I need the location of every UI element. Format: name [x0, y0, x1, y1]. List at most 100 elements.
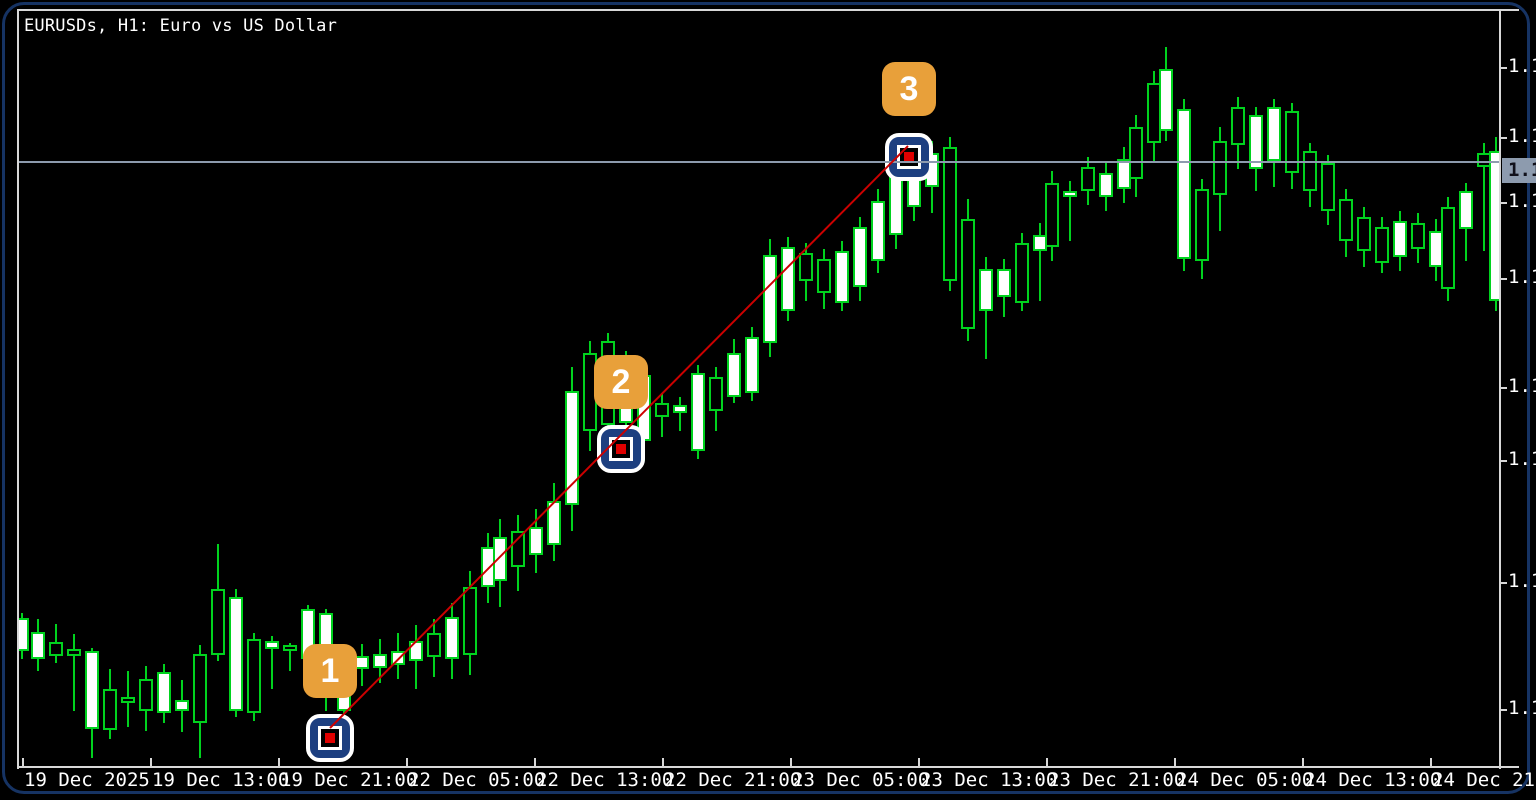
candle-body — [1321, 163, 1335, 211]
candle-body — [193, 654, 207, 723]
price-tick-label: 1.1 — [1508, 375, 1536, 397]
candle-body — [139, 679, 153, 711]
price-tick-mark — [1501, 202, 1507, 204]
time-tick-mark — [1430, 758, 1432, 766]
price-tick: 1.1 — [1499, 698, 1536, 719]
candle-body — [1357, 217, 1371, 251]
time-tick-label: 23 Dec 13:00 — [920, 769, 1058, 791]
time-tick-mark — [406, 758, 408, 766]
candle-body — [1213, 141, 1227, 195]
marker-target-icon-2[interactable] — [597, 425, 645, 473]
candle-body — [1393, 221, 1407, 257]
candle-body — [1411, 223, 1425, 249]
time-tick-mark — [662, 758, 664, 766]
time-tick-mark — [278, 758, 280, 766]
time-tick-mark — [1174, 758, 1176, 766]
candle-body — [871, 201, 885, 261]
candle-body — [1489, 151, 1500, 301]
candle-body — [1303, 151, 1317, 191]
candle-body — [853, 227, 867, 287]
candle-body — [49, 642, 63, 656]
price-tick-mark — [1501, 387, 1507, 389]
candle-body — [1375, 227, 1389, 263]
candle-body — [709, 377, 723, 411]
candle-body — [373, 654, 387, 668]
price-tick-mark — [1501, 137, 1507, 139]
marker-center-dot — [616, 444, 626, 454]
candle-body — [1159, 69, 1173, 131]
marker-badge-3[interactable]: 3 — [882, 62, 936, 116]
price-axis[interactable]: 1.1 1.1 1.1 1.1 1.1 1.1 1.1 1.1 1.1 — [1499, 9, 1536, 769]
price-tick-mark — [1501, 460, 1507, 462]
time-tick-label: 19 Dec 2025 — [24, 769, 150, 791]
time-tick-label: 23 Dec 05:00 — [792, 769, 930, 791]
time-tick-label: 24 Dec 21:00 — [1432, 769, 1536, 791]
candle-body — [409, 641, 423, 661]
marker-target-icon-3[interactable] — [885, 133, 933, 181]
time-tick-mark — [150, 758, 152, 766]
price-tick-label: 1.1 — [1508, 697, 1536, 719]
time-tick-label: 22 Dec 13:00 — [536, 769, 674, 791]
candle-body — [727, 353, 741, 397]
current-price-tag: 1.1 — [1502, 158, 1536, 183]
candle-body — [1285, 111, 1299, 173]
candle-body — [1063, 191, 1077, 197]
marker-badge-1[interactable]: 1 — [303, 644, 357, 698]
candle-body — [1195, 189, 1209, 261]
time-tick-mark — [918, 758, 920, 766]
marker-target-icon-1[interactable] — [306, 714, 354, 762]
candle-body — [547, 501, 561, 545]
candle-body — [1267, 107, 1281, 161]
candle-body — [85, 651, 99, 729]
candle-wick — [1483, 143, 1485, 251]
chart-plot-area[interactable]: 1 2 3 — [19, 11, 1500, 766]
candle-body — [1339, 199, 1353, 241]
time-tick-label: 23 Dec 21:00 — [1048, 769, 1186, 791]
page-title: EURUSDs, H1: Euro vs US Dollar — [24, 16, 338, 36]
candle-body — [655, 403, 669, 417]
candle-body — [247, 639, 261, 713]
candle-body — [229, 597, 243, 711]
time-tick-mark — [534, 758, 536, 766]
candle-body — [1015, 243, 1029, 303]
candle-body — [799, 253, 813, 281]
marker-center-dot — [904, 152, 914, 162]
price-tick-label: 1.1 — [1508, 55, 1536, 77]
candle-body — [463, 587, 477, 655]
time-axis-line — [17, 766, 1519, 768]
time-tick-label: 24 Dec 05:00 — [1176, 769, 1314, 791]
candle-body — [31, 632, 45, 659]
candle-body — [1099, 173, 1113, 197]
price-tick-label: 1.1 — [1508, 266, 1536, 288]
candle-body — [175, 700, 189, 711]
candle-body — [121, 697, 135, 703]
time-tick-label: 19 Dec 21:00 — [280, 769, 418, 791]
candle-body — [1231, 107, 1245, 145]
candle-wick — [1039, 223, 1041, 301]
price-tick-label: 1.1 — [1508, 190, 1536, 212]
candle-body — [391, 651, 405, 665]
candle-body — [445, 617, 459, 659]
candle-wick — [1069, 181, 1071, 241]
candle-body — [67, 649, 81, 656]
candle-body — [817, 259, 831, 293]
candle-body — [427, 633, 441, 657]
candle-body — [1249, 115, 1263, 169]
candle-body — [781, 247, 795, 311]
time-tick-mark — [22, 758, 24, 766]
marker-badge-2[interactable]: 2 — [594, 355, 648, 409]
time-axis[interactable]: 19 Dec 2025 19 Dec 13:00 19 Dec 21:00 22 De… — [17, 758, 1536, 798]
price-tick-label: 1.1 — [1508, 570, 1536, 592]
candle-body — [565, 391, 579, 505]
time-tick-mark — [1302, 758, 1304, 766]
candle-body — [691, 373, 705, 451]
time-tick-label: 19 Dec 13:00 — [152, 769, 290, 791]
candle-body — [493, 537, 507, 581]
candle-body — [511, 531, 525, 567]
price-tick-mark — [1501, 67, 1507, 69]
candle-body — [673, 405, 687, 413]
candle-body — [211, 589, 225, 655]
candle-wick — [679, 397, 681, 431]
current-price-level-line — [19, 161, 1500, 163]
